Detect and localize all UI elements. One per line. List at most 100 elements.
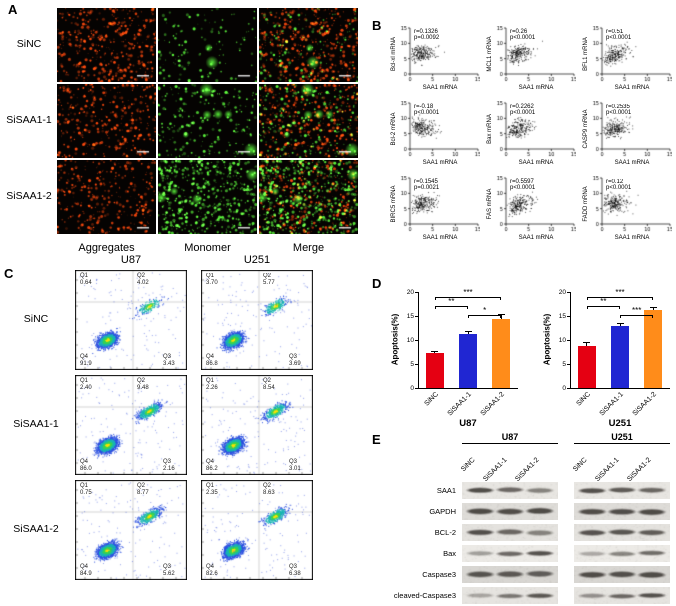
fluorescence-image-SiNC-Merge [259,8,358,82]
quadrant-label: Q3 [163,354,172,360]
significance-marker: *** [631,306,642,315]
quadrant-value: 3.43 [163,360,175,367]
chart-title: U87 [459,418,477,429]
scatter-plot-casp9: CASP9 mRNA SAA1 mRNA r=0.2535 p<0.0001 [580,99,676,174]
scatter-canvas [496,26,576,84]
quadrant-value: 4.02 [137,279,149,286]
quadrant-q1: Q1 3.70 [206,273,218,286]
correlation-p-value: p<0.0001 [414,110,440,116]
quadrant-label: Q3 [163,459,172,465]
quadrant-value: 2.35 [206,489,218,496]
correlation-r-value: r=0.51 [606,29,624,35]
quadrant-q3: Q3 5.62 [163,564,175,577]
y-axis-label: Bcl-2 mRNA [391,112,397,146]
bar-sisaa1-2 [492,318,511,388]
quadrant-q1: Q1 2.40 [80,378,92,391]
scatter-canvas [592,101,672,159]
x-axis-label: SAA1 mRNA [518,160,554,166]
fluorescence-image-SiNC-Monomer [158,8,257,82]
cell-line-header-u251: U251 [243,254,271,266]
scatter-canvas [400,176,480,234]
column-label: Merge [292,242,325,254]
blot-strip-caspase3-u87 [462,566,558,583]
quadrant-q4: Q4 86.8 [206,354,218,367]
x-axis-label: SAA1 mRNA [518,235,554,241]
panel-label-c: C [4,266,14,281]
y-tick-label: 15 [558,313,566,320]
quadrant-q4: Q4 82.6 [206,564,218,577]
correlation-p-value: p=0.0021 [414,185,440,191]
flow-plot-U251-SiSAA1-1: Q1 2.26 Q2 8.54 Q3 3.01 Q4 86.2 [201,375,313,475]
flow-plot-U251-SiSAA1-2: Q1 2.35 Q2 8.63 Q3 6.38 Q4 82.6 [201,480,313,580]
correlation-r-value: r=0.2262 [510,104,534,110]
quadrant-value: 8.54 [263,384,275,391]
quadrant-value: 6.38 [289,570,301,577]
blot-strip-bax-u251 [574,545,670,562]
x-axis-label: SAA1 mRNA [422,235,458,241]
quadrant-value: 2.26 [206,384,218,391]
significance-marker: *** [463,288,473,297]
x-axis-label: SAA1 mRNA [422,85,458,91]
blot-strip-caspase3-u251 [574,566,670,583]
fluorescence-canvas [259,8,358,82]
quadrant-label: Q3 [163,564,172,570]
significance-marker: ** [448,297,455,306]
fluorescence-canvas [158,84,257,158]
protein-label-bax: Bax [443,549,456,558]
fluorescence-canvas [158,8,257,82]
quadrant-q2: Q2 8.63 [263,483,275,496]
blot-strip-bcl-2-u87 [462,524,558,541]
scatter-canvas [400,26,480,84]
bar-sisaa1-1 [611,325,629,388]
quadrant-q2: Q2 4.02 [137,273,149,286]
y-tick-label: 5 [410,361,414,368]
bar-sisaa1-1 [459,334,477,388]
y-axis-label: BFL1 mRNA [583,37,589,71]
quadrant-value: 86.2 [206,465,218,472]
flow-plot-U87-SiNC: Q1 0.64 Q2 4.02 Q3 3.43 Q4 91.9 [75,270,187,370]
blot-strip-gapdh-u87 [462,503,558,520]
row-label-sisaa1-2: SiSAA1-2 [6,190,52,202]
flow-canvas [75,480,187,580]
quadrant-label: Q3 [289,354,298,360]
quadrant-q3: Q3 6.38 [289,564,301,577]
flow-canvas [75,270,187,370]
bar-sisaa1-2 [644,310,663,388]
correlation-r-value: r=0.2535 [606,104,630,110]
row-label-sinc: SiNC [16,38,42,50]
y-tick-label: 0 [562,385,566,392]
fluorescence-canvas [158,160,257,234]
scatter-plot-bax: Bax mRNA SAA1 mRNA r=0.2262 p<0.0001 [484,99,580,174]
flow-canvas [75,375,187,475]
quadrant-value: 0.64 [80,279,92,286]
y-axis-label: BIRC5 mRNA [391,185,397,223]
fluorescence-canvas [259,160,358,234]
row-label-sisaa1-2: SiSAA1-2 [13,523,59,535]
quadrant-value: 8.77 [137,489,149,496]
quadrant-q3: Q3 3.69 [289,354,301,367]
x-axis-label: SAA1 mRNA [422,160,458,166]
quadrant-q1: Q1 2.35 [206,483,218,496]
x-axis-label: SAA1 mRNA [614,235,650,241]
panel-label-a: A [8,2,18,17]
y-axis-label: FADD mRNA [583,186,589,222]
bar-sinc [577,345,596,388]
fluorescence-canvas [57,84,156,158]
correlation-p-value: p<0.0001 [606,110,632,116]
quadrant-value: 3.01 [289,465,301,472]
flow-plot-U87-SiSAA1-2: Q1 0.75 Q2 8.77 Q3 5.62 Q4 84.9 [75,480,187,580]
y-tick-label: 10 [406,337,414,344]
fluorescence-canvas [259,84,358,158]
flow-canvas [201,375,313,475]
blot-strip-saa1-u251 [574,482,670,499]
scatter-plot-birc5: BIRC5 mRNA SAA1 mRNA r=0.1545 p=0.0021 [388,174,484,249]
correlation-p-value: p<0.0001 [510,185,536,191]
quadrant-label: Q3 [289,459,298,465]
fluorescence-image-SiSAA1-2-Merge [259,160,358,234]
quadrant-q2: Q2 8.54 [263,378,275,391]
significance-marker: *** [615,288,625,297]
fluorescence-image-SiSAA1-1-Monomer [158,84,257,158]
y-tick-label: 20 [406,289,414,296]
quadrant-value: 9.48 [137,384,149,391]
quadrant-q4: Q4 86.2 [206,459,218,472]
